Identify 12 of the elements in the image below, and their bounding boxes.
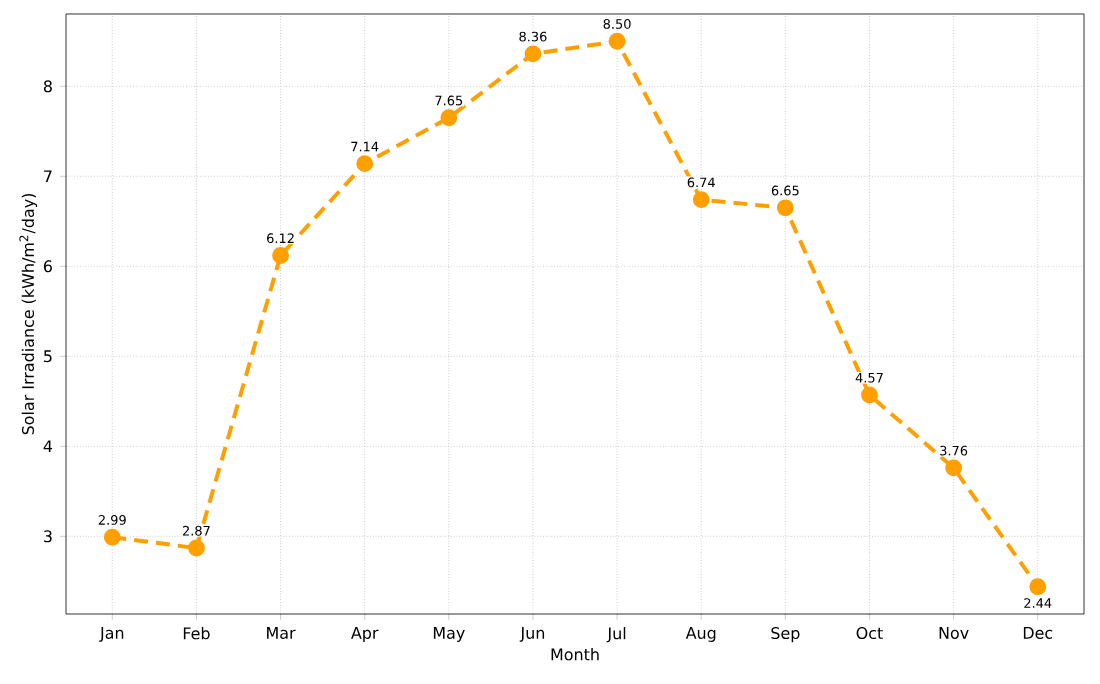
point xyxy=(861,386,878,404)
point xyxy=(945,459,963,477)
point xyxy=(188,539,205,557)
point xyxy=(440,109,458,127)
point xyxy=(1029,578,1047,596)
point xyxy=(524,45,542,63)
point xyxy=(776,199,794,217)
point xyxy=(103,528,121,546)
point xyxy=(692,191,710,209)
point xyxy=(608,32,626,50)
point xyxy=(356,155,374,173)
point xyxy=(272,247,289,264)
